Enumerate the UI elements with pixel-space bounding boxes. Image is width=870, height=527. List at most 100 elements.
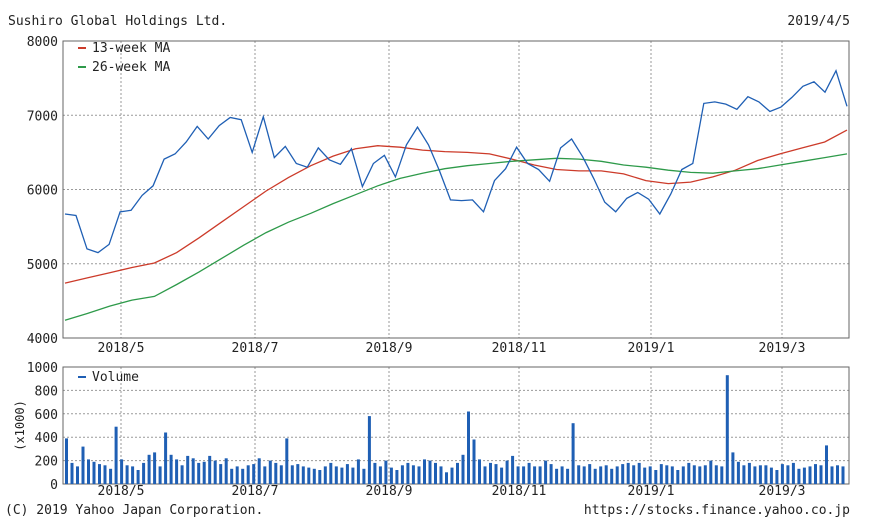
volume-bar bbox=[533, 466, 537, 484]
volume-y-tick-label: 800 bbox=[35, 384, 58, 399]
volume-bar bbox=[687, 462, 691, 484]
volume-bar bbox=[621, 464, 625, 484]
volume-bar bbox=[571, 423, 575, 484]
volume-bar bbox=[786, 465, 790, 484]
volume-bar bbox=[213, 460, 217, 484]
price-frame bbox=[62, 40, 850, 339]
price-x-tick-label: 2018/5 bbox=[98, 341, 145, 356]
volume-x-tick-label: 2018/7 bbox=[232, 484, 279, 499]
volume-bar bbox=[445, 472, 448, 484]
volume-bar bbox=[142, 462, 146, 484]
source-url-link[interactable]: https://stocks.finance.yahoo.co.jp bbox=[583, 503, 850, 518]
price-y-tick-label: 5000 bbox=[27, 258, 58, 273]
volume-bar bbox=[483, 466, 487, 484]
volume-x-tick-label: 2018/9 bbox=[366, 484, 413, 499]
volume-bar bbox=[670, 466, 674, 484]
volume-bar bbox=[753, 466, 757, 484]
series-line-13-week-ma bbox=[64, 129, 848, 284]
volume-bar bbox=[362, 468, 366, 484]
price-x-tick-label: 2018/9 bbox=[366, 341, 413, 356]
volume-bar bbox=[279, 465, 283, 484]
volume-y-tick-label: 1000 bbox=[27, 361, 58, 376]
volume-bar bbox=[825, 445, 828, 484]
volume-bar bbox=[703, 465, 707, 484]
volume-bar bbox=[802, 467, 806, 484]
volume-bar bbox=[120, 459, 124, 484]
volume-bar bbox=[345, 464, 349, 484]
volume-y-tick-label: 400 bbox=[35, 431, 58, 446]
volume-bar bbox=[389, 467, 393, 484]
volume-bar bbox=[219, 464, 223, 484]
volume-bar bbox=[114, 426, 118, 484]
volume-bar bbox=[665, 465, 669, 484]
price-panel: 8000 7000 6000 5000 4000 13-week MA 26-week MA… bbox=[27, 35, 850, 356]
price-y-tick-label: 4000 bbox=[27, 332, 58, 347]
volume-bar bbox=[808, 466, 812, 484]
volume-bar bbox=[241, 468, 245, 484]
volume-x-tick-label: 2018/5 bbox=[98, 484, 145, 499]
price-y-tick-label: 6000 bbox=[27, 184, 58, 199]
volume-bar bbox=[384, 460, 388, 484]
volume-bar bbox=[538, 466, 542, 484]
volume-bar bbox=[406, 462, 410, 484]
volume-bar bbox=[626, 462, 630, 484]
volume-bar bbox=[301, 466, 305, 484]
company-name: Sushiro Global Holdings Ltd. bbox=[8, 14, 228, 29]
volume-bar bbox=[467, 411, 470, 484]
volume-bar bbox=[98, 464, 101, 484]
volume-bar bbox=[681, 466, 685, 484]
volume-bar bbox=[814, 464, 817, 484]
price-x-tick-label: 2019/3 bbox=[759, 341, 806, 356]
volume-bar bbox=[87, 459, 90, 484]
volume-bar bbox=[417, 466, 421, 484]
volume-bar bbox=[81, 446, 85, 484]
volume-bar bbox=[637, 462, 641, 484]
copyright-text: (C) 2019 Yahoo Japan Corporation. bbox=[5, 503, 264, 518]
volume-bar bbox=[632, 465, 636, 484]
volume-bar bbox=[747, 462, 751, 484]
volume-bar bbox=[516, 466, 520, 484]
volume-bar bbox=[780, 464, 784, 484]
volume-bar bbox=[758, 465, 762, 484]
price-x-tick-label: 2019/1 bbox=[628, 341, 675, 356]
volume-x-tick-label: 2019/3 bbox=[759, 484, 806, 499]
volume-panel: 1000 800 600 400 200 0 Volume 2018/5 2018/7 2018/… bbox=[13, 361, 850, 499]
volume-bar bbox=[769, 467, 773, 484]
volume-bar bbox=[296, 464, 300, 484]
volume-bar bbox=[158, 466, 162, 484]
volume-bar bbox=[593, 468, 597, 484]
volume-bar bbox=[285, 438, 289, 484]
volume-bar bbox=[65, 438, 68, 484]
volume-bar bbox=[125, 465, 129, 484]
volume-bar bbox=[522, 466, 526, 484]
volume-x-tick-label: 2019/1 bbox=[628, 484, 675, 499]
volume-bar bbox=[566, 468, 570, 484]
volume-bar bbox=[434, 462, 437, 484]
volume-bar bbox=[312, 468, 316, 484]
volume-bar bbox=[329, 462, 333, 484]
volume-bar bbox=[400, 465, 404, 484]
volume-bar bbox=[709, 460, 713, 484]
volume-bar bbox=[643, 467, 647, 484]
volume-bar bbox=[334, 466, 338, 484]
volume-bar bbox=[549, 464, 553, 484]
volume-bar bbox=[615, 466, 619, 484]
volume-bar bbox=[505, 460, 509, 484]
volume-bar bbox=[147, 454, 151, 485]
volume-y-tick-label: 600 bbox=[35, 408, 58, 423]
volume-bar bbox=[180, 465, 184, 484]
volume-bar bbox=[692, 465, 696, 484]
volume-bar bbox=[356, 459, 360, 484]
volume-bar bbox=[714, 465, 718, 484]
volume-bar bbox=[395, 470, 399, 484]
volume-bar bbox=[494, 464, 498, 484]
price-y-tick-label: 8000 bbox=[27, 35, 58, 50]
legend-label: 13-week MA bbox=[92, 41, 170, 56]
volume-bar bbox=[318, 470, 322, 484]
volume-bar bbox=[500, 467, 504, 484]
volume-bar bbox=[731, 452, 735, 484]
volume-bar bbox=[290, 465, 294, 484]
volume-bar bbox=[230, 468, 234, 484]
volume-bar bbox=[340, 467, 344, 484]
volume-bar bbox=[742, 465, 746, 484]
